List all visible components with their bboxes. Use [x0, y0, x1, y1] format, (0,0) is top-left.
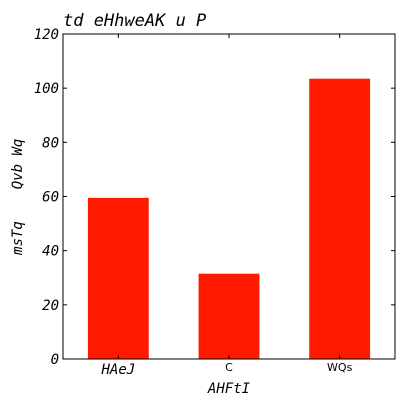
y-axis-label-line-2: msTq	[10, 221, 26, 256]
x-tick-label-haej: HAeJ	[100, 362, 135, 378]
y-tick-label-20: 20	[42, 298, 59, 314]
y-tick-label-40: 40	[42, 244, 59, 260]
y-tick-label-120: 120	[34, 27, 59, 43]
y-axis-label-line-1: Qvb Wq	[10, 139, 26, 190]
y-tick-label-60: 60	[42, 190, 59, 206]
x-tick-label-c: C	[225, 361, 233, 374]
plot-frame	[62, 33, 396, 360]
bar-wqs	[309, 78, 371, 359]
x-axis: HAeJ C WQs	[100, 34, 353, 378]
x-tick-label-wqs: WQs	[327, 361, 353, 374]
y-tick-label-80: 80	[42, 135, 59, 151]
y-tick-label-0: 0	[51, 352, 59, 368]
chart-title: td eHhweAK u P	[63, 11, 206, 31]
x-axis-label: AHFtI	[207, 381, 251, 397]
bar-c	[198, 273, 260, 359]
bars-layer	[87, 78, 371, 359]
y-tick-label-100: 100	[34, 81, 59, 97]
bar-haej	[87, 197, 149, 359]
